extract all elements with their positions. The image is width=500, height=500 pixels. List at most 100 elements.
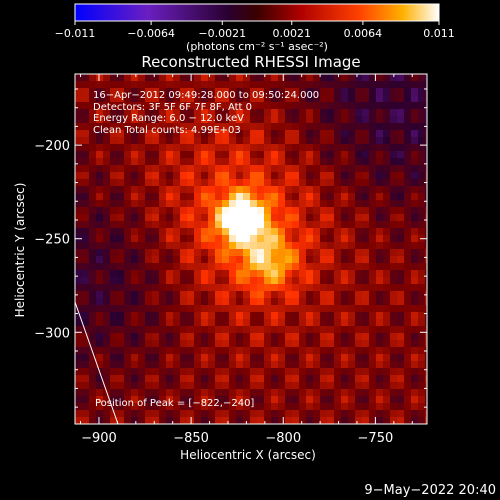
heatmap-cell	[327, 130, 335, 138]
heatmap-cell	[208, 298, 216, 306]
heatmap-cell	[131, 137, 139, 145]
heatmap-cell	[383, 214, 391, 222]
heatmap-cell	[397, 396, 405, 404]
heatmap-cell	[89, 312, 97, 320]
heatmap-cell	[166, 144, 174, 152]
heatmap-cell	[285, 410, 293, 418]
heatmap-cell	[103, 88, 111, 96]
heatmap-cell	[117, 151, 125, 159]
heatmap-cell	[404, 88, 412, 96]
heatmap-cell	[152, 221, 160, 229]
heatmap-cell	[117, 319, 125, 327]
heatmap-cell	[243, 361, 251, 369]
heatmap-cell	[313, 95, 321, 103]
heatmap-cell	[236, 74, 244, 82]
heatmap-cell	[222, 417, 230, 424]
heatmap-cell	[124, 340, 132, 348]
heatmap-cell	[404, 389, 412, 397]
heatmap-cell	[117, 221, 125, 229]
heatmap-cell	[348, 221, 356, 229]
heatmap-cell	[131, 270, 139, 278]
heatmap-cell	[257, 109, 265, 117]
heatmap-cell	[306, 109, 314, 117]
heatmap-cell	[89, 123, 97, 131]
heatmap-cell	[299, 130, 307, 138]
heatmap-cell	[124, 151, 132, 159]
heatmap-cell	[96, 361, 104, 369]
heatmap-cell	[103, 403, 111, 411]
heatmap-cell	[257, 200, 265, 208]
heatmap-cell	[89, 151, 97, 159]
heatmap-cell	[96, 109, 104, 117]
heatmap-cell	[229, 242, 237, 250]
heatmap-cell	[376, 214, 384, 222]
heatmap-cell	[404, 270, 412, 278]
heatmap-cell	[390, 214, 398, 222]
heatmap-cell	[348, 88, 356, 96]
heatmap-cell	[138, 158, 146, 166]
heatmap-cell	[362, 221, 370, 229]
heatmap-cell	[334, 165, 342, 173]
heatmap-cell	[320, 130, 328, 138]
heatmap-cell	[306, 221, 314, 229]
heatmap-cell	[369, 284, 377, 292]
heatmap-cell	[110, 410, 118, 418]
heatmap-cell	[355, 102, 363, 110]
heatmap-cell	[313, 81, 321, 89]
heatmap-cell	[103, 270, 111, 278]
heatmap-cell	[369, 186, 377, 194]
heatmap-cell	[271, 312, 279, 320]
heatmap-cell	[124, 417, 132, 424]
heatmap-cell	[145, 165, 153, 173]
heatmap-cell	[250, 242, 258, 250]
heatmap-cell	[341, 81, 349, 89]
heatmap-cell	[355, 137, 363, 145]
heatmap-cell	[159, 228, 167, 236]
heatmap-cell	[82, 144, 90, 152]
heatmap-cell	[117, 165, 125, 173]
heatmap-cell	[411, 333, 419, 341]
heatmap-cell	[313, 235, 321, 243]
heatmap-cell	[264, 389, 272, 397]
heatmap-cell	[215, 228, 223, 236]
heatmap-cell	[404, 186, 412, 194]
heatmap-cell	[299, 319, 307, 327]
heatmap-cell	[334, 389, 342, 397]
heatmap-cell	[215, 116, 223, 124]
heatmap-cell	[194, 347, 202, 355]
heatmap-cell	[187, 235, 195, 243]
heatmap-cell	[215, 389, 223, 397]
heatmap-cell	[243, 123, 251, 131]
heatmap-cell	[96, 333, 104, 341]
heatmap-cell	[292, 179, 300, 187]
heatmap-cell	[208, 228, 216, 236]
heatmap-cell	[75, 207, 83, 215]
heatmap-cell	[390, 284, 398, 292]
heatmap-cell	[348, 361, 356, 369]
heatmap-cell	[173, 242, 181, 250]
heatmap-cell	[180, 158, 188, 166]
heatmap-cell	[215, 361, 223, 369]
heatmap-cell	[369, 368, 377, 376]
heatmap-cell	[201, 228, 209, 236]
heatmap-cell	[397, 382, 405, 390]
heatmap-cell	[236, 256, 244, 264]
x-axis: −900 −850 −800 −750	[80, 74, 413, 446]
heatmap-cell	[313, 382, 321, 390]
heatmap-cell	[320, 144, 328, 152]
heatmap-cell	[285, 256, 293, 264]
heatmap-cell	[187, 102, 195, 110]
heatmap-cell	[334, 207, 342, 215]
heatmap-cell	[306, 256, 314, 264]
heatmap-cell	[404, 102, 412, 110]
heatmap-cell	[390, 228, 398, 236]
heatmap-cell	[264, 256, 272, 264]
heatmap-cell	[131, 221, 139, 229]
heatmap-cell	[131, 200, 139, 208]
heatmap-cell	[75, 172, 83, 180]
heatmap-cell	[243, 228, 251, 236]
heatmap-cell	[250, 200, 258, 208]
heatmap-cell	[404, 368, 412, 376]
heatmap-cell	[131, 256, 139, 264]
heatmap-cell	[103, 368, 111, 376]
